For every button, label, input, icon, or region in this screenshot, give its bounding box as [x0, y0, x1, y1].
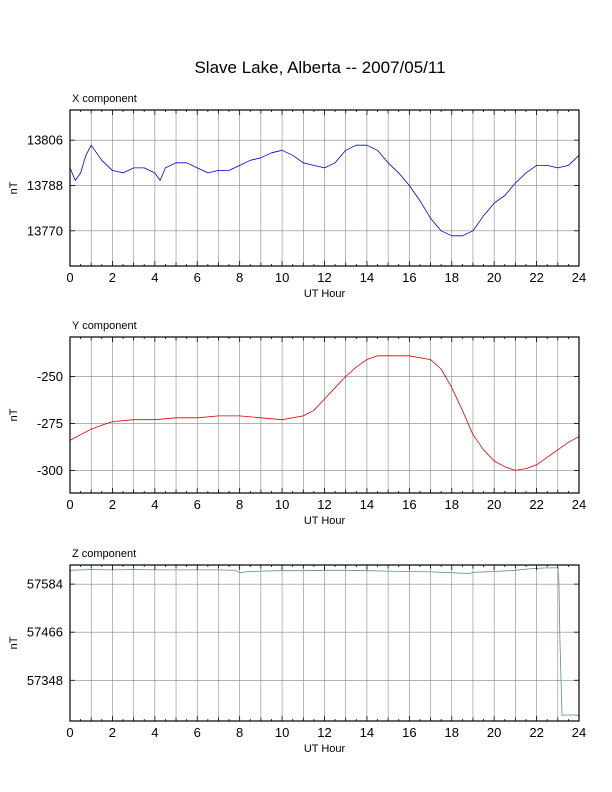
- z-ytick-label: 57584: [27, 577, 63, 592]
- z-panel-label: Z component: [72, 548, 136, 560]
- z-ytick-label: 57466: [27, 625, 63, 640]
- z-xtick-label: 14: [360, 725, 374, 740]
- x-yaxis-label: nT: [8, 181, 20, 194]
- x-xtick-label: 12: [317, 270, 331, 285]
- y-ytick-label: -275: [37, 416, 63, 431]
- y-xtick-label: 10: [275, 497, 289, 512]
- y-xtick-label: 0: [66, 497, 73, 512]
- z-xtick-label: 12: [317, 725, 331, 740]
- y-xtick-label: 14: [360, 497, 374, 512]
- z-xtick-label: 8: [236, 725, 243, 740]
- x-xtick-label: 8: [236, 270, 243, 285]
- x-ytick-label: 13806: [27, 133, 63, 148]
- x-xaxis-label: UT Hour: [304, 288, 346, 300]
- y-xtick-label: 20: [487, 497, 501, 512]
- z-xtick-label: 20: [487, 725, 501, 740]
- y-ytick-label: -300: [37, 463, 63, 478]
- x-xtick-label: 10: [275, 270, 289, 285]
- z-series-line: [69, 567, 580, 716]
- y-xtick-label: 12: [317, 497, 331, 512]
- x-series-line: [69, 144, 580, 237]
- y-ytick-label: -250: [37, 369, 63, 384]
- x-xtick-label: 24: [572, 270, 586, 285]
- x-ytick-label: 13788: [27, 178, 63, 193]
- y-xtick-label: 24: [572, 497, 586, 512]
- y-yaxis-label: nT: [8, 408, 20, 421]
- y-xtick-label: 18: [445, 497, 459, 512]
- chart-title: Slave Lake, Alberta -- 2007/05/11: [194, 58, 446, 77]
- z-xtick-label: 10: [275, 725, 289, 740]
- y-panel-label: Y component: [72, 320, 137, 332]
- y-series-line: [69, 355, 580, 471]
- z-ytick-label: 57348: [27, 673, 63, 688]
- x-xtick-label: 0: [66, 270, 73, 285]
- y-xtick-label: 6: [194, 497, 201, 512]
- x-xtick-label: 6: [194, 270, 201, 285]
- y-xtick-label: 4: [151, 497, 158, 512]
- x-panel-label: X component: [72, 93, 137, 105]
- x-xtick-label: 20: [487, 270, 501, 285]
- y-xtick-label: 22: [529, 497, 543, 512]
- z-xtick-label: 4: [151, 725, 158, 740]
- z-yaxis-label: nT: [8, 636, 20, 649]
- x-ytick-label: 13770: [27, 223, 63, 238]
- y-xaxis-label: UT Hour: [304, 515, 346, 527]
- z-xtick-label: 22: [529, 725, 543, 740]
- z-xtick-label: 16: [402, 725, 416, 740]
- z-xtick-label: 2: [109, 725, 116, 740]
- z-xtick-label: 0: [66, 725, 73, 740]
- z-xtick-label: 18: [445, 725, 459, 740]
- y-xtick-label: 8: [236, 497, 243, 512]
- y-xtick-label: 16: [402, 497, 416, 512]
- z-xaxis-label: UT Hour: [304, 743, 346, 755]
- z-xtick-label: 6: [194, 725, 201, 740]
- y-xtick-label: 2: [109, 497, 116, 512]
- x-xtick-label: 2: [109, 270, 116, 285]
- z-xtick-label: 24: [572, 725, 586, 740]
- x-xtick-label: 22: [529, 270, 543, 285]
- x-xtick-label: 14: [360, 270, 374, 285]
- x-xtick-label: 18: [445, 270, 459, 285]
- x-xtick-label: 16: [402, 270, 416, 285]
- x-xtick-label: 4: [151, 270, 158, 285]
